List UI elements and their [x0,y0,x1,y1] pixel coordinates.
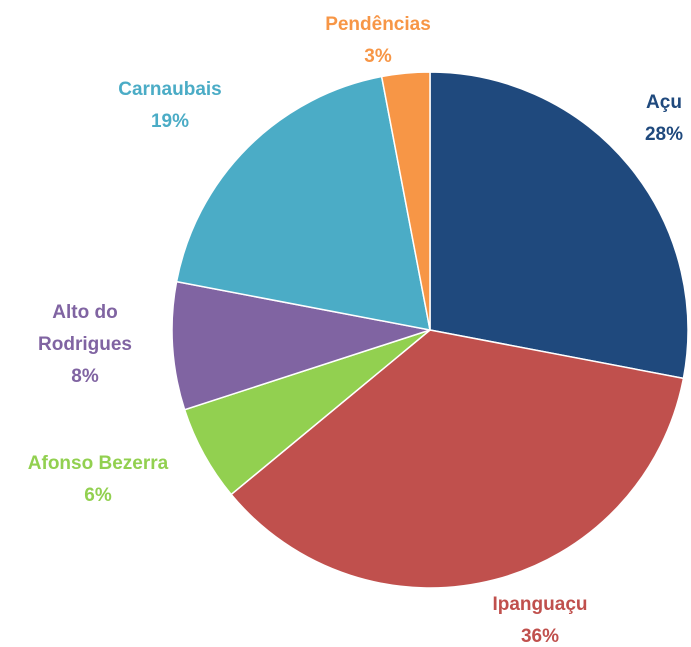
slice-label: Afonso Bezerra [28,453,169,474]
slice-label: Ipanguaçu [492,594,587,615]
slice-label: Carnaubais [118,79,221,100]
pie-slice [171,280,431,411]
pie-slice [429,71,689,380]
slice-value-label: 28% [645,124,683,145]
slice-label: Açu [646,92,682,113]
pie-slice [230,329,685,589]
slice-value-label: 6% [84,485,112,506]
slice-label: Alto do Rodrigues [38,302,132,355]
pie-slice [175,75,431,331]
slice-value-label: 8% [71,366,99,387]
pie-slice [380,71,431,331]
slice-value-label: 3% [364,46,392,67]
slice-value-label: 19% [151,111,189,132]
slice-value-label: 36% [521,626,559,647]
slice-label: Pendências [325,14,431,35]
